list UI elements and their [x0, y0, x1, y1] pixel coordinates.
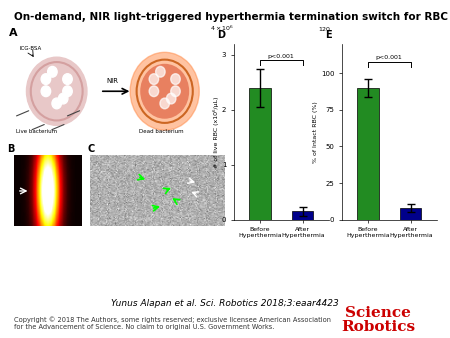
Circle shape — [58, 93, 68, 104]
Text: D: D — [217, 30, 225, 41]
Circle shape — [63, 74, 72, 84]
Circle shape — [141, 65, 189, 118]
Circle shape — [41, 74, 51, 84]
Text: $120$: $120$ — [319, 25, 332, 33]
Text: B: B — [7, 144, 14, 154]
Text: NIR: NIR — [107, 78, 119, 84]
Circle shape — [149, 86, 159, 97]
Bar — [292, 212, 314, 220]
Y-axis label: # of live RBC (x10⁶/μL): # of live RBC (x10⁶/μL) — [213, 96, 219, 168]
Text: E: E — [325, 30, 332, 41]
Y-axis label: % of Intact RBC (%): % of Intact RBC (%) — [313, 101, 318, 163]
Circle shape — [156, 67, 165, 77]
Text: Science: Science — [345, 306, 411, 320]
Text: Copyright © 2018 The Authors, some rights reserved; exclusive licensee American : Copyright © 2018 The Authors, some right… — [14, 316, 330, 330]
Text: ICG-BSA: ICG-BSA — [20, 46, 42, 51]
Text: C: C — [87, 144, 94, 154]
Circle shape — [171, 86, 180, 97]
Text: A: A — [9, 28, 18, 38]
Circle shape — [149, 74, 159, 84]
Circle shape — [160, 98, 170, 109]
Text: Yunus Alapan et al. Sci. Robotics 2018;3:eaar4423: Yunus Alapan et al. Sci. Robotics 2018;3… — [111, 299, 339, 308]
Circle shape — [41, 86, 51, 97]
Bar — [249, 88, 270, 220]
Circle shape — [166, 93, 176, 104]
Circle shape — [171, 74, 180, 84]
Circle shape — [27, 57, 87, 125]
Bar — [357, 88, 378, 220]
Text: Robotics: Robotics — [341, 320, 415, 334]
Text: $4 \times 10^6$: $4 \times 10^6$ — [211, 24, 234, 33]
Text: Dead bacterium: Dead bacterium — [139, 129, 184, 134]
Text: Live bacterium: Live bacterium — [16, 129, 57, 134]
Circle shape — [63, 86, 72, 97]
Text: p<0.001: p<0.001 — [376, 55, 403, 60]
Text: On-demand, NIR light–triggered hyperthermia termination switch for RBC microswim: On-demand, NIR light–triggered hyperther… — [14, 12, 450, 22]
Circle shape — [48, 67, 57, 77]
Circle shape — [52, 98, 62, 109]
Circle shape — [130, 52, 199, 130]
Text: p<0.001: p<0.001 — [268, 54, 295, 59]
Bar — [400, 208, 422, 220]
